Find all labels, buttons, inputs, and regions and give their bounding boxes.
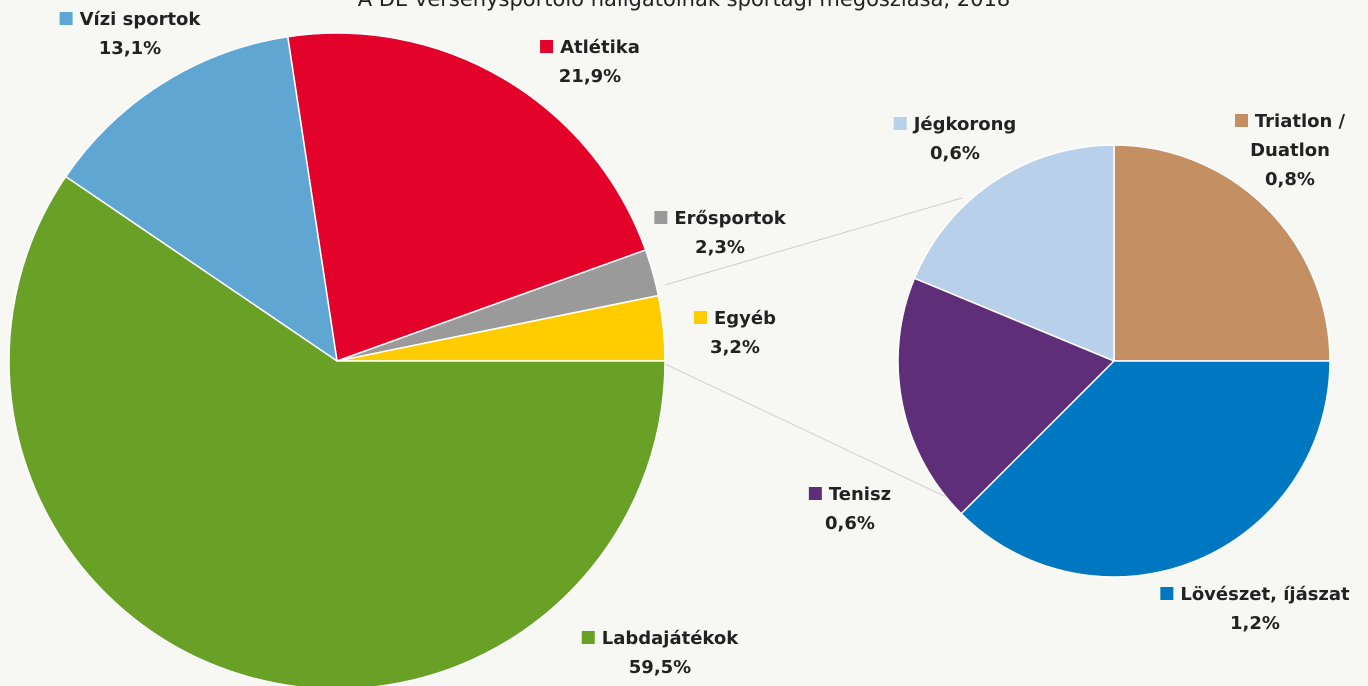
chart-title: A DE versenysportoló hallgatóinak sportá… (0, 0, 1368, 11)
pie-slice (1113, 144, 1331, 362)
slice-label: Egyéb 3,2% (693, 304, 777, 362)
legend-swatch (808, 487, 822, 500)
value-label: 0,8% (1265, 169, 1315, 190)
value-label: 2,3% (695, 237, 745, 258)
value-label: 59,5% (628, 657, 692, 678)
slice-label: Vízi sportok 13,1% (59, 5, 201, 63)
category-label: Labdajátékok (601, 628, 739, 649)
legend-entry: Erősportok (654, 204, 786, 233)
slice-label: Labdajátékok 59,5% (581, 624, 739, 682)
slice-label: Tenisz 0,6% (808, 480, 892, 538)
pie-slice (960, 360, 1331, 578)
value-label: 0,6% (930, 143, 980, 164)
pie-slice (286, 32, 647, 363)
connector-line (664, 197, 963, 286)
legend-entry: Atlétika (540, 33, 640, 62)
value-label: 0,6% (825, 513, 875, 534)
category-label: Triatlon / Duatlon (1250, 111, 1346, 161)
category-label: Atlétika (560, 37, 640, 58)
legend-swatch (654, 211, 668, 224)
legend-swatch (1234, 114, 1248, 127)
legend-swatch (581, 631, 595, 644)
legend-swatch (893, 117, 907, 130)
legend-entry: Labdajátékok (581, 624, 739, 653)
value-label: 1,2% (1230, 613, 1280, 634)
legend-entry: Vízi sportok (59, 5, 201, 34)
legend-entry: Tenisz (808, 480, 892, 509)
value-label: 21,9% (558, 66, 622, 87)
category-label: Tenisz (828, 484, 892, 505)
category-label: Lövészet, íjászat (1180, 584, 1350, 605)
legend-entry: Triatlon / Duatlon (1230, 107, 1350, 165)
slice-label: Triatlon / Duatlon 0,8% (1230, 107, 1350, 194)
category-label: Vízi sportok (79, 9, 201, 30)
slice-label: Lövészet, íjászat 1,2% (1160, 580, 1350, 638)
legend-entry: Lövészet, íjászat (1160, 580, 1350, 609)
slice-label: Jégkorong 0,6% (893, 110, 1017, 168)
pie-slice (913, 144, 1115, 363)
slice-label: Atlétika 21,9% (540, 33, 640, 91)
pie-slice (897, 277, 1116, 515)
category-label: Egyéb (713, 308, 777, 329)
pie-slice (8, 175, 666, 686)
legend-swatch (540, 40, 554, 53)
slice-label: Erősportok 2,3% (654, 204, 786, 262)
legend-swatch (1160, 587, 1174, 600)
legend-entry: Egyéb (693, 304, 777, 333)
value-label: 3,2% (710, 337, 760, 358)
legend-swatch (59, 12, 73, 25)
legend-swatch (693, 311, 707, 324)
value-label: 13,1% (98, 38, 162, 59)
connector-line (664, 363, 979, 513)
legend-entry: Jégkorong (893, 110, 1017, 139)
pie-slice (64, 35, 338, 363)
category-label: Erősportok (674, 208, 786, 229)
category-label: Jégkorong (913, 114, 1017, 135)
